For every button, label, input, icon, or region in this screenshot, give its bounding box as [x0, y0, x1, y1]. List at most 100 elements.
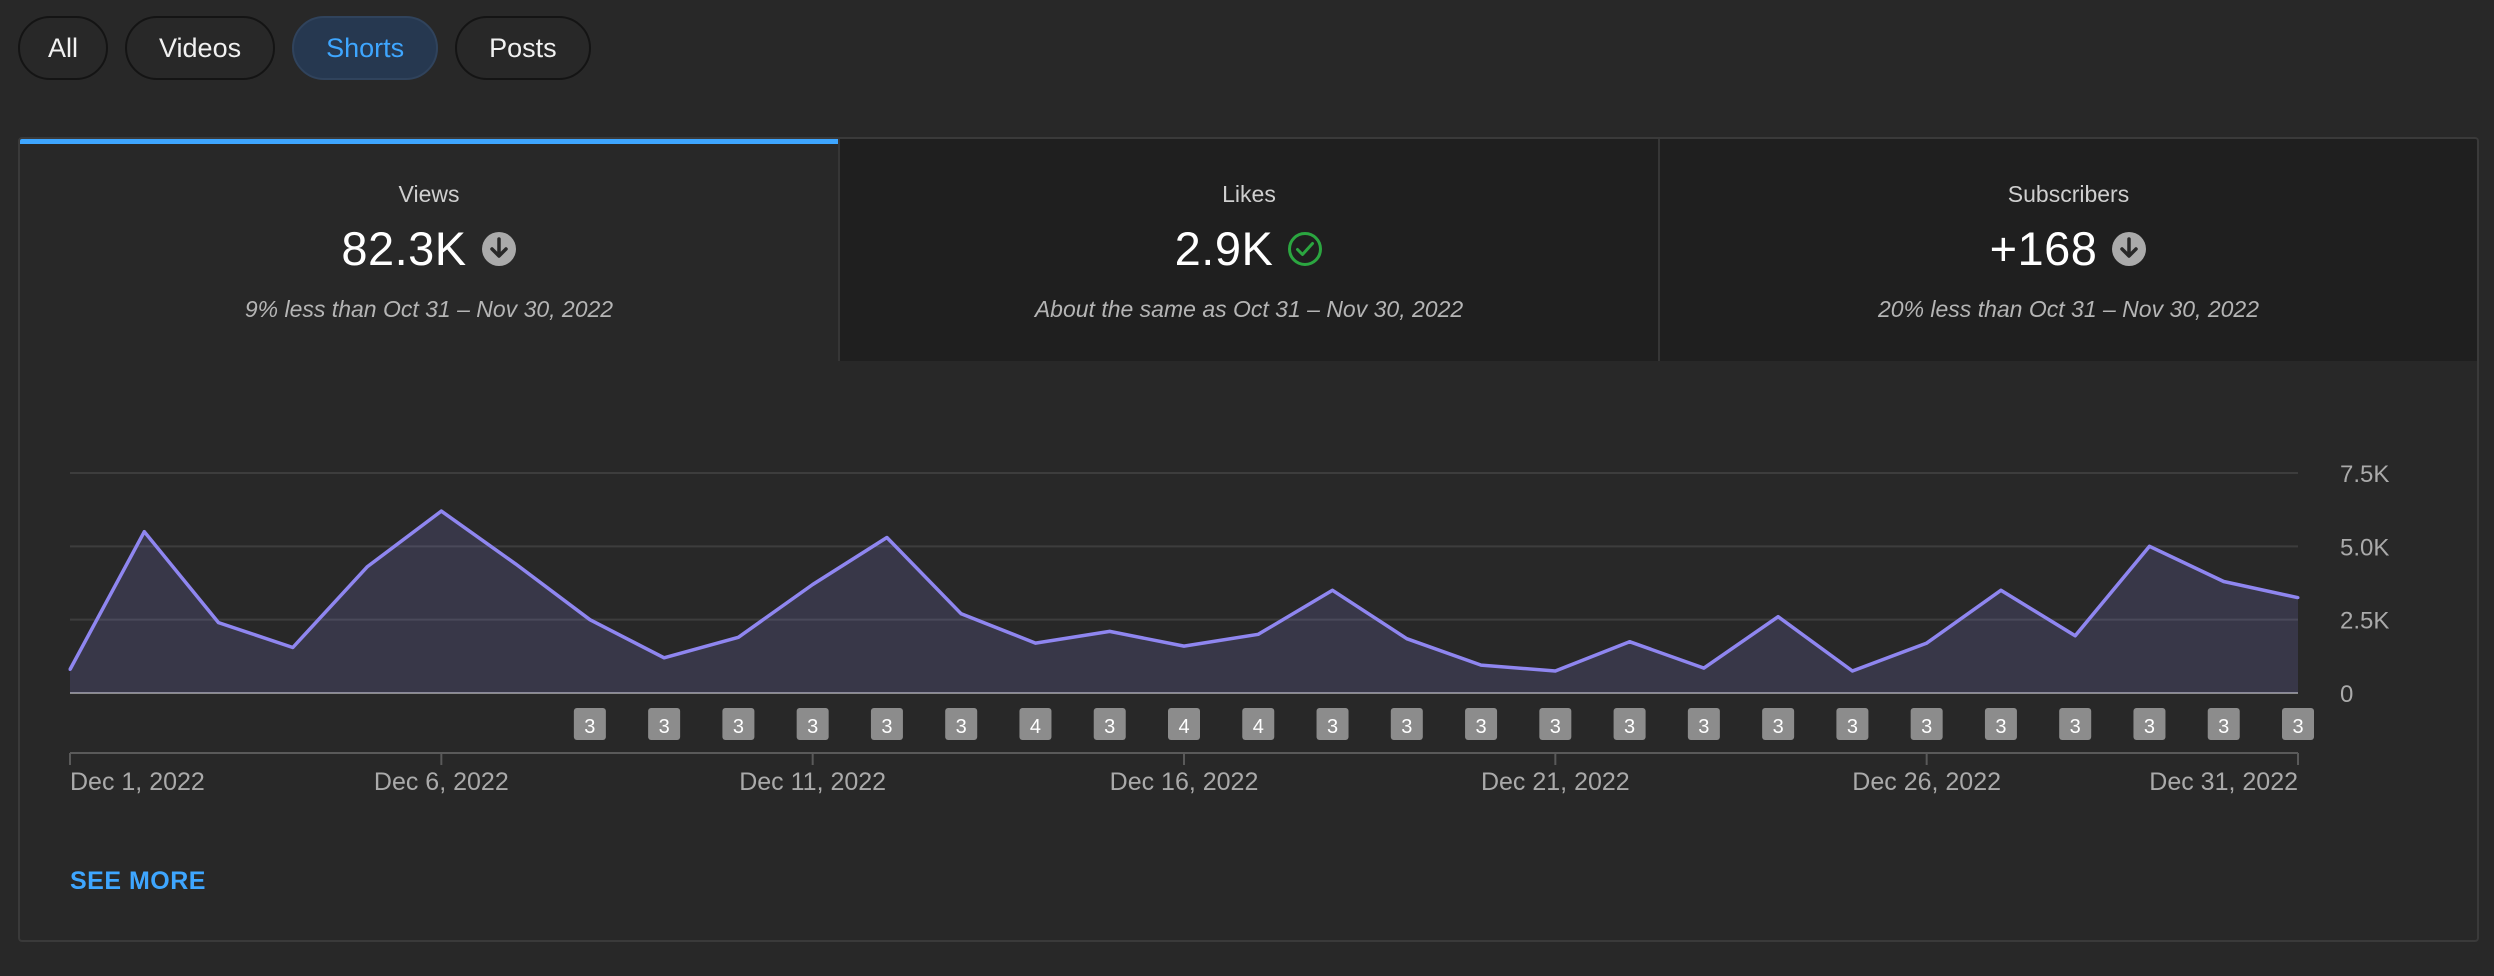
metric-comparison: About the same as Oct 31 – Nov 30, 2022	[1034, 296, 1464, 322]
arrow-down-circle-icon	[2111, 231, 2147, 267]
upload-marker-count: 3	[1104, 716, 1115, 738]
y-tick-label: 7.5K	[2340, 461, 2389, 488]
y-tick-label: 5.0K	[2340, 534, 2389, 561]
upload-marker	[945, 708, 978, 740]
upload-marker	[1836, 708, 1869, 740]
filter-chip-shorts[interactable]: Shorts	[292, 16, 439, 80]
upload-marker	[870, 708, 903, 740]
data-point	[2296, 596, 2300, 600]
upload-marker	[1465, 708, 1498, 740]
upload-marker	[1762, 708, 1795, 740]
data-point	[291, 646, 295, 650]
upload-marker	[648, 708, 681, 740]
metric-comparison: 9% less than Oct 31 – Nov 30, 2022	[244, 296, 614, 322]
upload-marker	[1316, 708, 1349, 740]
data-point	[1628, 640, 1632, 644]
metric-tabs: Views 82.3K 9% less than Oct 31 – Nov 30…	[20, 139, 2477, 361]
upload-marker-count: 3	[1995, 716, 2006, 738]
data-point	[1925, 641, 1929, 645]
data-point	[1108, 629, 1112, 633]
data-point	[1331, 588, 1335, 592]
upload-marker-count: 3	[881, 716, 892, 738]
views-chart: 7.5K 5.0K 2.5K 0 Dec 1, 2022 Dec 6, 2022 Dec 1…	[68, 461, 2389, 796]
filter-chip-posts[interactable]: Posts	[455, 16, 591, 80]
upload-marker	[2207, 708, 2240, 740]
filter-chip-all[interactable]: All	[18, 16, 109, 80]
metric-tab-subscribers[interactable]: Subscribers +168 20% less than Oct 31 – …	[1660, 139, 2477, 361]
upload-marker-count: 3	[2292, 716, 2303, 738]
data-point	[1553, 669, 1557, 673]
data-point	[1256, 632, 1260, 636]
data-point	[736, 635, 740, 639]
upload-marker-count: 3	[659, 716, 670, 738]
data-point	[439, 509, 443, 513]
upload-marker	[796, 708, 829, 740]
upload-marker	[722, 708, 755, 740]
metric-label: Views	[398, 181, 460, 207]
data-point	[885, 536, 889, 540]
upload-marker-count: 3	[956, 716, 967, 738]
x-tick-label: Dec 1, 2022	[70, 768, 205, 796]
metric-tab-views[interactable]: Views 82.3K 9% less than Oct 31 – Nov 30…	[20, 139, 840, 361]
upload-marker-count: 3	[807, 716, 818, 738]
check-circle-icon	[1287, 231, 1323, 267]
data-point	[2222, 580, 2226, 584]
data-point	[1850, 669, 1854, 673]
upload-marker	[2059, 708, 2092, 740]
upload-marker-count: 4	[1030, 716, 1041, 738]
upload-marker	[1168, 708, 1200, 740]
upload-marker	[1390, 708, 1423, 740]
data-point	[2073, 634, 2077, 638]
data-point	[959, 612, 963, 616]
data-point	[142, 530, 146, 534]
data-point	[68, 668, 72, 672]
upload-marker	[1613, 708, 1646, 740]
see-more-link[interactable]: SEE MORE	[70, 867, 206, 895]
data-point	[514, 562, 518, 566]
upload-marker-count: 3	[1476, 716, 1487, 738]
upload-marker	[1539, 708, 1572, 740]
upload-marker-count: 3	[733, 716, 744, 738]
upload-marker	[1019, 708, 1052, 740]
y-tick-label: 2.5K	[2340, 608, 2389, 635]
metric-value: +168	[1989, 222, 2098, 275]
upload-marker	[1242, 708, 1275, 740]
x-tick-label: Dec 16, 2022	[1110, 768, 1259, 796]
upload-marker-count: 4	[1253, 716, 1264, 738]
data-point	[217, 621, 221, 625]
upload-marker-count: 4	[1178, 716, 1189, 738]
upload-marker	[2282, 708, 2314, 740]
upload-marker-count: 3	[1624, 716, 1635, 738]
upload-marker-count: 3	[2144, 716, 2155, 738]
upload-marker-count: 3	[2218, 716, 2229, 738]
data-point	[1702, 666, 1706, 670]
arrow-down-circle-icon	[481, 231, 517, 267]
metric-comparison: 20% less than Oct 31 – Nov 30, 2022	[1877, 296, 2260, 322]
data-point	[1182, 644, 1186, 648]
upload-marker	[1984, 708, 2017, 740]
upload-marker	[573, 708, 606, 740]
metric-tab-likes[interactable]: Likes 2.9K About the same as Oct 31 – No…	[840, 139, 1660, 361]
metric-label: Likes	[1222, 181, 1276, 207]
data-point	[1999, 588, 2003, 592]
upload-marker-count: 3	[1847, 716, 1858, 738]
metric-value: 2.9K	[1174, 222, 1274, 275]
x-tick-label: Dec 11, 2022	[739, 768, 886, 796]
series-area	[70, 511, 2298, 693]
x-tick-label: Dec 26, 2022	[1852, 768, 2001, 796]
x-tick-label: Dec 21, 2022	[1481, 768, 1630, 796]
y-tick-label: 0	[2340, 681, 2353, 708]
metric-label: Subscribers	[2007, 181, 2130, 207]
upload-marker-count: 3	[1550, 716, 1561, 738]
data-point	[1405, 637, 1409, 641]
upload-marker-count: 3	[2070, 716, 2081, 738]
upload-marker-count: 3	[1327, 716, 1338, 738]
data-point	[662, 656, 666, 660]
upload-marker	[2133, 708, 2166, 740]
data-point	[2147, 544, 2151, 548]
filter-chip-videos[interactable]: Videos	[125, 16, 276, 80]
analytics-card: Views 82.3K 9% less than Oct 31 – Nov 30…	[18, 137, 2479, 942]
upload-marker-count: 3	[1401, 716, 1412, 738]
content-type-filters: All Videos Shorts Posts	[18, 16, 591, 80]
